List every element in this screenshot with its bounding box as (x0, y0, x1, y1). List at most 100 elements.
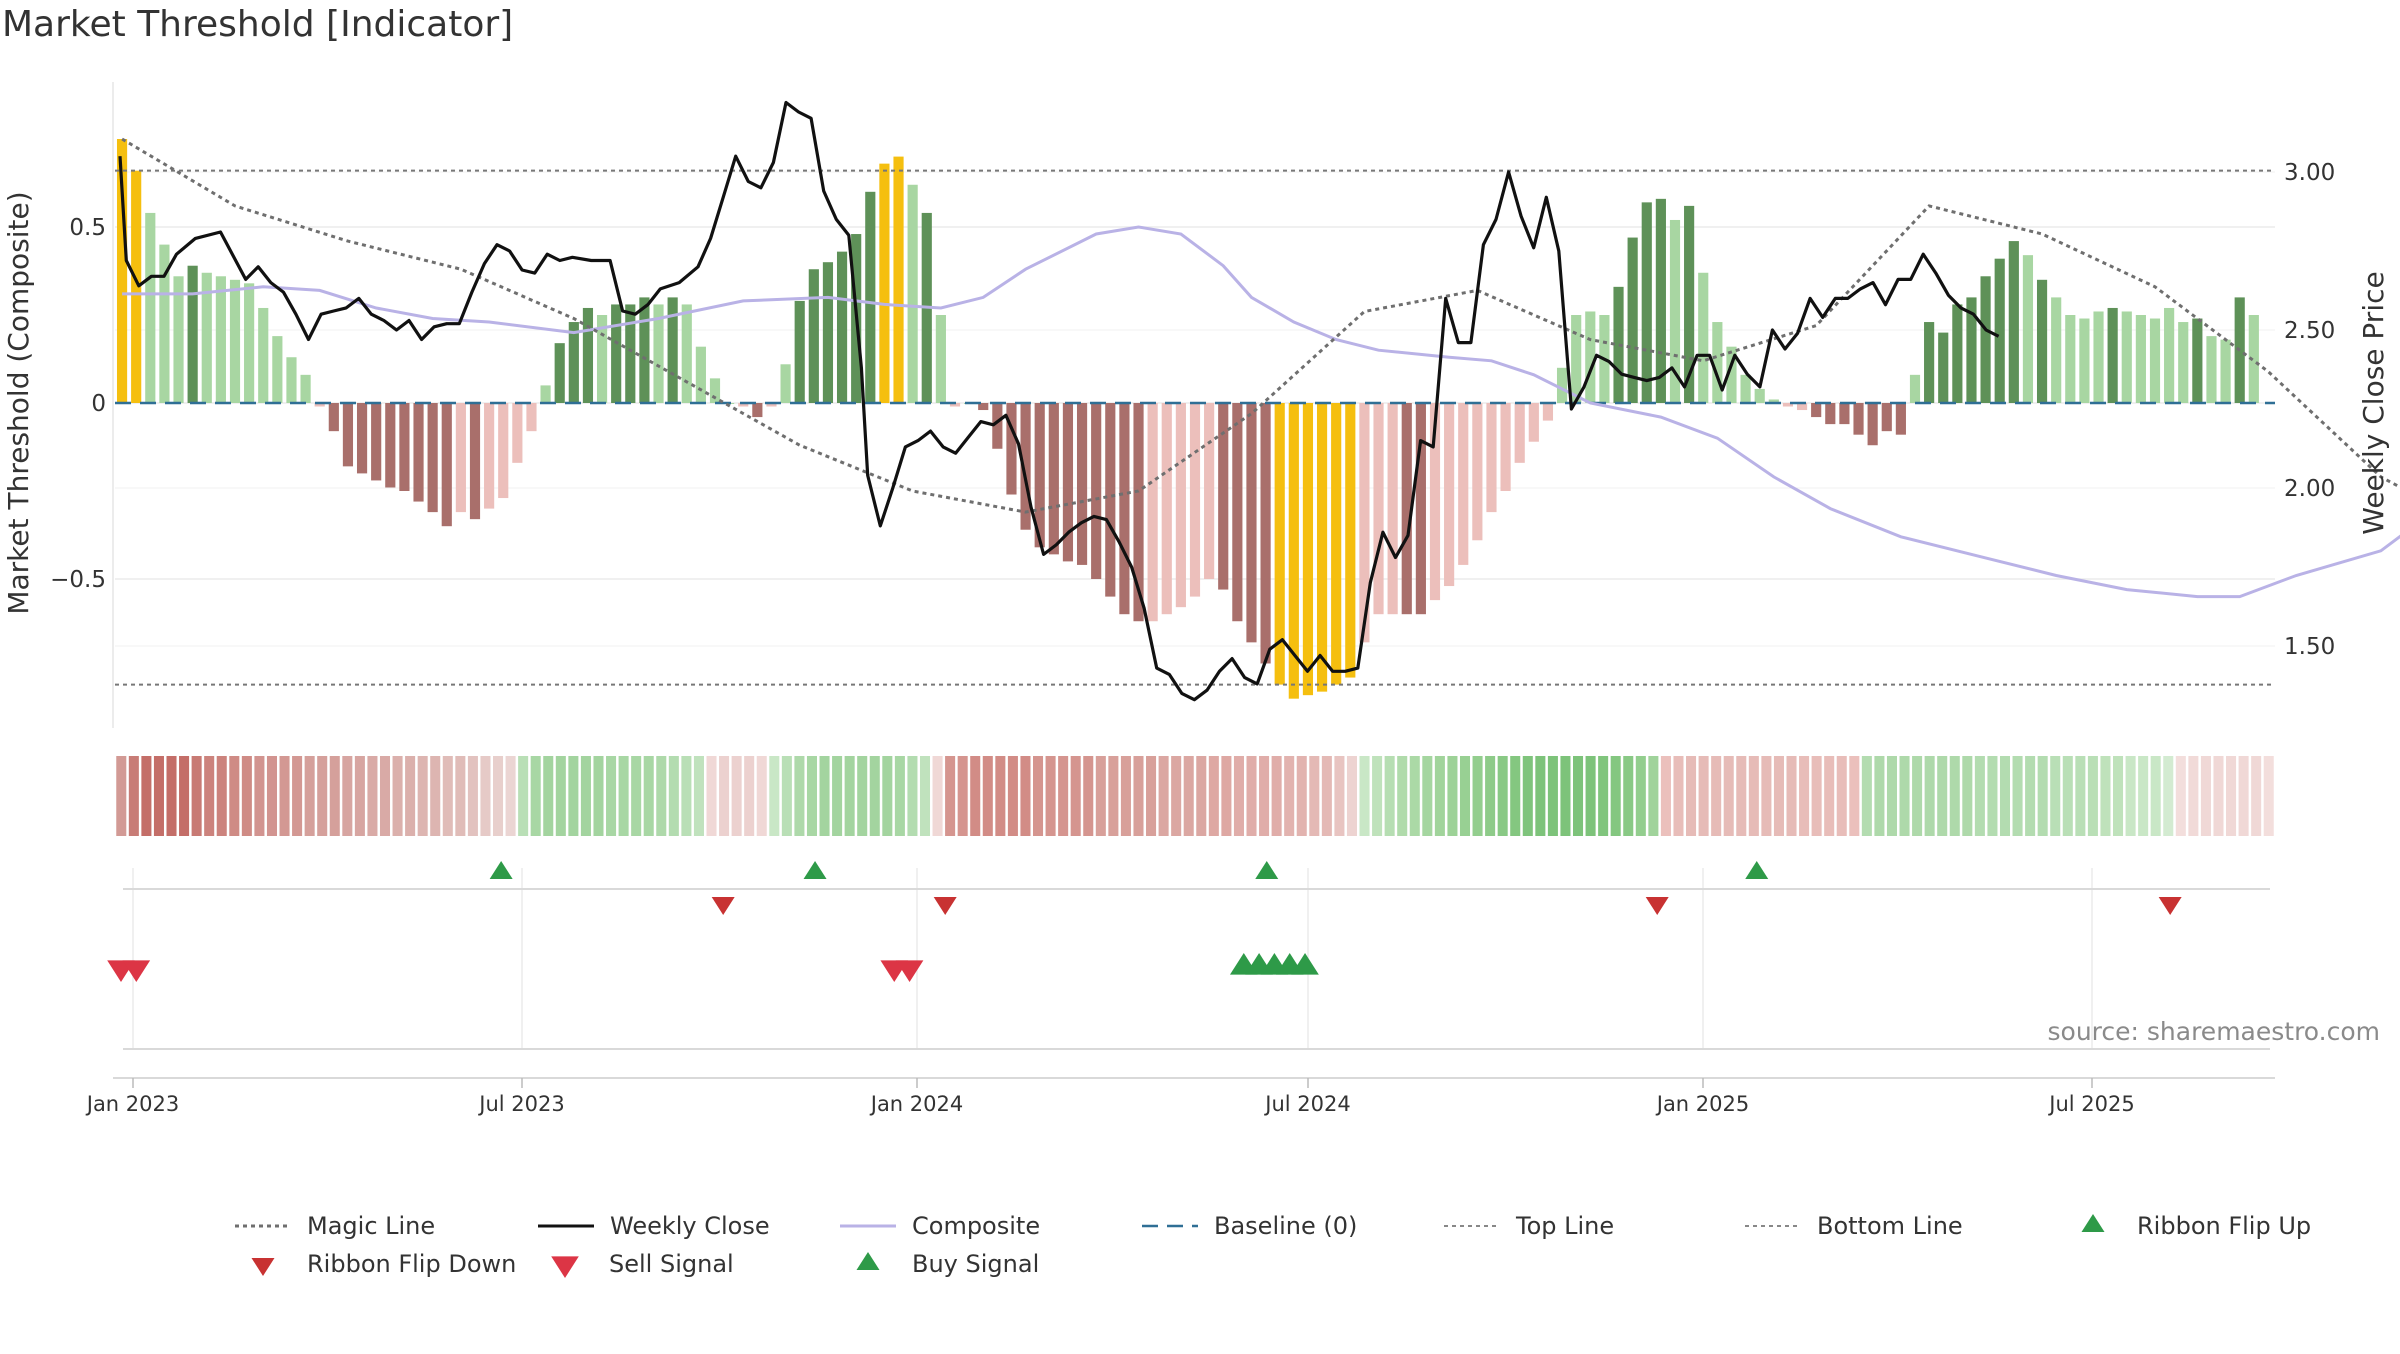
composite-bar (2164, 307, 2175, 403)
ribbon-cell (593, 756, 604, 836)
ribbon-cell (681, 756, 692, 836)
ribbon-cell (1736, 756, 1747, 836)
ribbon-cell (618, 756, 629, 836)
ribbon-cell (1058, 756, 1069, 836)
composite-bar (1189, 403, 1201, 597)
x-tick-label: Jan 2024 (869, 1092, 964, 1116)
x-tick-label: Jul 2025 (2047, 1092, 2134, 1116)
ribbon-cell (1221, 756, 1232, 836)
right-tick-label: 2.50 (2284, 318, 2335, 344)
ribbon-cell (1346, 756, 1357, 836)
legend-label: Ribbon Flip Down (307, 1250, 516, 1278)
composite-bar (1571, 315, 1582, 403)
ribbon-cell (1372, 756, 1383, 836)
composite-bar (709, 378, 721, 403)
composite-bar (1613, 286, 1624, 403)
ribbon-cell (417, 756, 428, 836)
ribbon-cell (2125, 756, 2136, 836)
composite-bar (695, 346, 706, 403)
composite-bar (258, 307, 269, 403)
ribbon-cell (1309, 756, 1320, 836)
ribbon-cell (1886, 756, 1897, 836)
ribbon-cell (1623, 756, 1634, 836)
legend-label: Bottom Line (1817, 1212, 1963, 1240)
composite-bar (385, 403, 396, 488)
x-tick-label: Jul 2023 (477, 1092, 564, 1116)
ribbon-cell (317, 756, 328, 836)
composite-bar (498, 403, 509, 499)
ribbon-cell (1999, 756, 2011, 836)
composite-bar (272, 336, 283, 403)
composite-bar (1712, 322, 1723, 403)
composite-bar (738, 403, 749, 407)
composite-bar (1486, 403, 1497, 513)
ribbon-cell (631, 756, 642, 836)
ribbon-cell (794, 756, 805, 836)
composite-bar (1444, 403, 1455, 587)
ribbon-cell (179, 756, 190, 836)
ribbon-cell (480, 756, 491, 836)
composite-bar (455, 403, 466, 513)
ribbon-cell (844, 756, 855, 836)
composite-bar (1881, 403, 1892, 432)
composite-bar (949, 403, 961, 407)
composite-bar (1585, 311, 1596, 403)
composite-bar (399, 403, 410, 491)
ribbon-cell (241, 756, 252, 836)
ribbon-cell (2150, 756, 2161, 836)
ribbon-cell (1447, 756, 1458, 836)
ribbon-cell (882, 756, 893, 836)
legend-label: Weekly Close (610, 1212, 770, 1240)
composite-bar (1994, 258, 2005, 403)
composite-bar (526, 403, 537, 432)
ribbon-cell (367, 756, 378, 836)
ribbon-cell (292, 756, 303, 836)
ribbon-cell (832, 756, 843, 836)
ribbon-cell (1849, 756, 1860, 836)
ribbon-cell (1233, 756, 1244, 836)
composite-bar (667, 297, 678, 403)
ribbon-cell (2200, 756, 2211, 836)
ribbon-cell (1686, 756, 1697, 836)
ribbon-cell (1020, 756, 1031, 836)
ribbon-cell (1987, 756, 1998, 836)
left-tick-label: −0.5 (50, 567, 106, 593)
ribbon-cell (2213, 756, 2224, 836)
ribbon-cell (1083, 756, 1094, 836)
ribbon-cell (1673, 756, 1684, 836)
ribbon-cell (266, 756, 277, 836)
ribbon-cell (932, 756, 943, 836)
composite-bar (1867, 403, 1878, 446)
composite-bar (1076, 403, 1088, 565)
ribbon-flip-down-marker (1645, 897, 1669, 915)
composite-bar (215, 276, 226, 403)
composite-bar (1768, 399, 1779, 403)
ribbon-cell (1095, 756, 1106, 836)
legend-swatch (2081, 1214, 2105, 1232)
legend-label: Baseline (0) (1214, 1212, 1357, 1240)
ribbon-cell (1284, 756, 1295, 836)
ribbon-cell (2012, 756, 2023, 836)
ribbon-cell (2037, 756, 2048, 836)
composite-bar (1020, 403, 1031, 530)
composite-bar (625, 304, 636, 403)
ribbon-cell (1773, 756, 1784, 836)
composite-bar (1373, 403, 1384, 615)
ribbon-cell (505, 756, 516, 836)
composite-bar (2022, 255, 2034, 403)
ribbon-cell (392, 756, 403, 836)
ribbon-cell (606, 756, 617, 836)
ribbon-cell (1146, 756, 1157, 836)
composite-bar (1980, 276, 1991, 403)
legend-label: Top Line (1515, 1212, 1614, 1240)
ribbon-cell (116, 756, 127, 836)
weekly-close-line (118, 100, 2000, 702)
composite-bar (1782, 403, 1794, 407)
legend-swatch (551, 1256, 579, 1278)
composite-bar (1726, 346, 1737, 403)
ribbon-cell (1723, 756, 1734, 836)
ribbon-cell (706, 756, 717, 836)
ribbon-cell (1334, 756, 1345, 836)
ribbon-flip-down-marker (2158, 897, 2182, 915)
composite-bar (2192, 318, 2203, 403)
